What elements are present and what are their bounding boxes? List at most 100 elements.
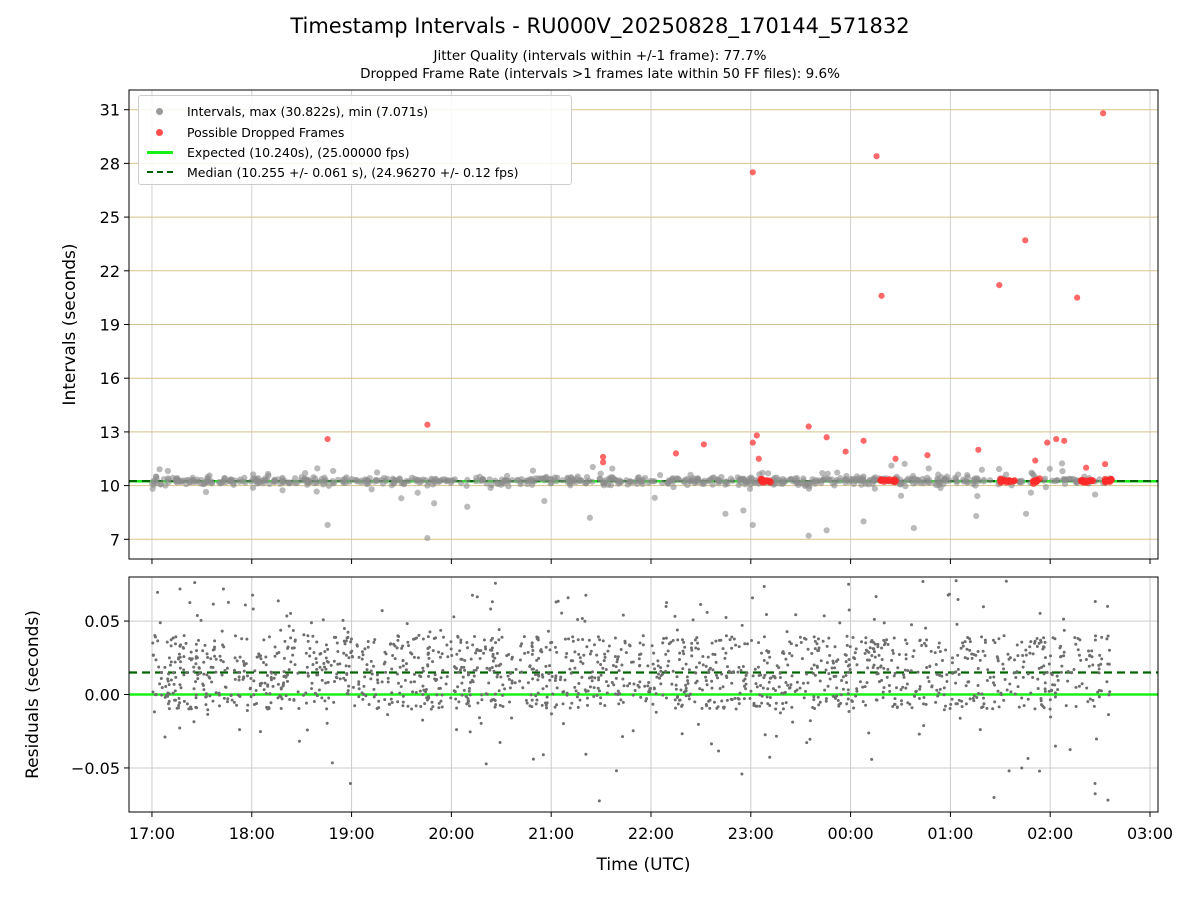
residual-point [537,656,541,660]
residual-point [968,697,972,701]
residual-point [818,679,822,683]
residual-point [201,649,205,653]
residual-point [651,702,655,706]
residual-point [479,649,483,653]
dropped-frame-point [1101,477,1109,485]
residual-point [706,655,710,659]
residual-point [192,670,196,674]
residual-point [449,640,453,644]
interval-point [953,479,960,486]
residual-point [187,707,191,711]
residual-point [959,646,963,650]
residual-point [708,706,712,710]
residual-point [662,636,666,640]
residual-point [783,690,787,694]
residual-point [217,691,221,695]
interval-point [505,483,512,490]
residual-point [817,703,821,707]
residual-point [396,634,400,638]
residual-point [342,639,346,643]
residual-point [828,677,832,681]
residual-point [242,675,246,679]
interval-point [414,489,421,496]
residual-point [211,602,215,606]
residual-point [748,696,752,700]
residual-point [750,596,754,600]
residual-point [251,593,255,597]
residual-point [694,681,698,685]
residual-point [310,687,314,691]
residual-point [836,658,840,662]
residual-point [1059,655,1063,659]
residual-point [329,663,333,667]
residual-point [1105,637,1109,641]
interval-point [250,471,257,478]
interval-point [1053,477,1060,484]
residual-point [555,686,559,690]
interval-point [973,512,980,520]
residual-point [326,647,330,651]
residual-point [292,697,296,701]
residual-point [158,621,162,625]
interval-point [324,521,331,529]
residual-point [289,660,293,664]
residual-point [373,638,377,642]
residual-point [467,673,471,677]
residual-point [992,675,996,679]
residual-point [319,652,323,656]
residual-point [622,684,626,688]
residual-point [182,668,186,672]
residual-point [960,699,964,703]
residual-point [369,677,373,681]
residual-point [847,582,851,586]
residual-point [366,645,370,649]
residual-point [411,690,415,694]
residual-point [1029,691,1033,695]
residual-point [677,658,681,662]
residual-point [553,679,557,683]
residual-point [214,670,218,674]
residual-point [755,685,759,689]
residual-point [870,654,874,658]
residual-point [550,674,554,678]
residual-point [1092,704,1096,708]
residual-point [437,706,441,710]
residual-point [464,694,468,698]
residual-point [837,703,841,707]
residual-point [1073,636,1077,640]
residual-point [235,703,239,707]
residual-point [736,670,740,674]
residual-point [296,690,300,694]
residual-point [430,700,434,704]
residual-point [1074,704,1078,708]
residual-point [845,680,849,684]
residual-point [861,700,865,704]
residual-point [704,675,708,679]
residual-point [1059,670,1063,674]
residual-point [780,691,784,695]
residual-point [968,648,972,652]
residual-point [167,672,171,676]
residual-point [938,649,942,653]
residual-point [940,674,944,678]
residual-point [988,675,992,679]
residual-point [935,688,939,692]
residual-point [168,663,172,667]
residual-point [871,665,875,669]
residual-point [406,640,410,644]
residual-point [696,722,700,726]
residual-point [192,687,196,691]
residual-point [1005,688,1009,692]
interval-point [888,462,895,469]
residual-point [621,677,625,681]
residual-point [760,694,764,698]
residual-point [618,692,622,696]
residual-point [206,708,210,712]
residual-point [205,652,209,656]
residual-point [268,692,272,696]
residual-point [158,682,162,686]
residual-point [1008,682,1012,686]
interval-point [917,479,924,486]
residual-point [655,675,659,679]
dropped-frame-point [749,439,756,446]
